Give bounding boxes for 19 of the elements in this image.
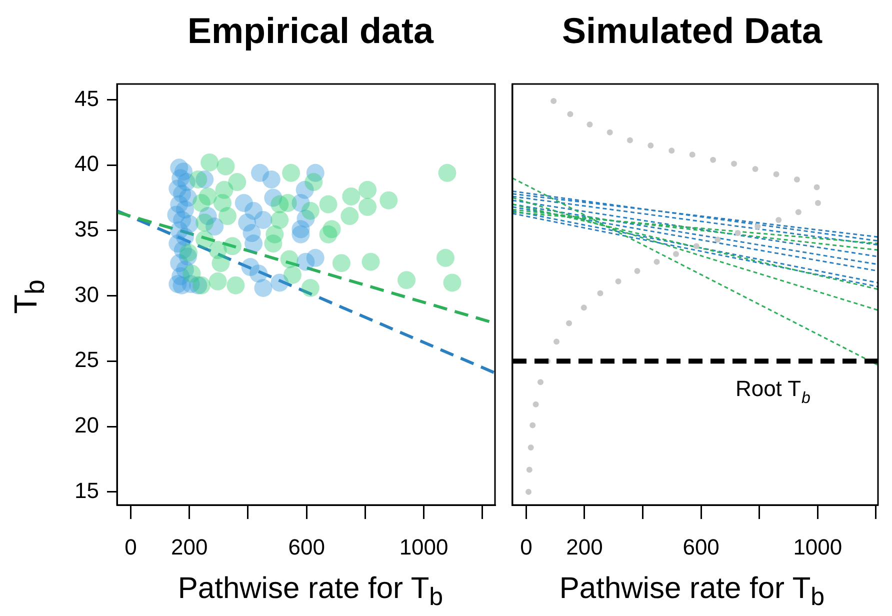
chart-title: Empirical data: [186, 10, 435, 52]
x-tick-label: 1000: [399, 534, 448, 560]
x-tick-label: 1000: [793, 534, 842, 560]
x-tick-label: 0: [520, 534, 532, 560]
y-tick-label: 40: [74, 151, 99, 176]
y-tick-label: 35: [74, 216, 99, 242]
y-tick-label: 45: [74, 86, 99, 111]
x-tick-label: 0: [124, 534, 137, 560]
y-tick-label: 30: [74, 282, 99, 307]
x-tick-label: 600: [288, 534, 325, 560]
y-tick-label: 20: [74, 412, 99, 438]
x-tick-label: 200: [171, 534, 208, 560]
x-axis-title: Pathwise rate for T$_{b}$: [176, 572, 444, 612]
y-tick-label: 25: [74, 347, 99, 372]
chart-title: Simulated Data: [560, 10, 824, 52]
x-tick-label: 600: [682, 534, 720, 560]
y-tick-label: 15: [74, 478, 99, 503]
x-axis-title: Pathwise rate for T$_{b}$: [558, 572, 826, 612]
x-tick-label: 200: [566, 534, 603, 560]
